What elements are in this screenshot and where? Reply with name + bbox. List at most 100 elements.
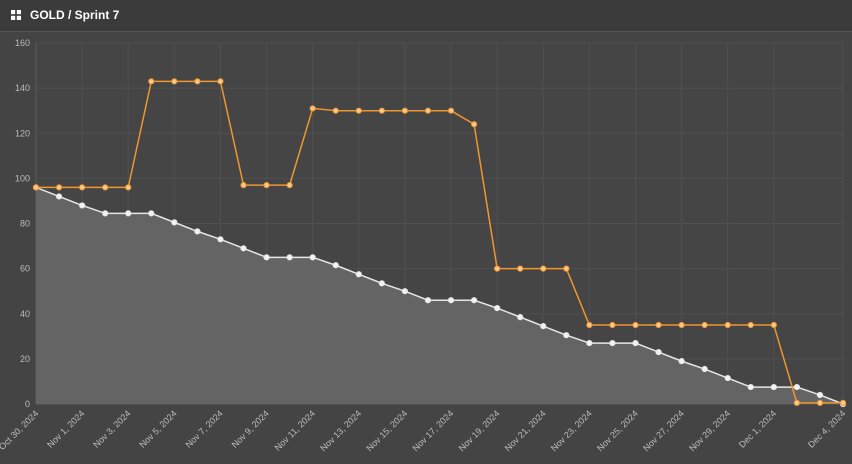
- y-tick-label: 0: [25, 399, 30, 409]
- y-tick-label: 60: [20, 264, 30, 274]
- data-point[interactable]: [125, 184, 132, 191]
- y-tick-label: 20: [20, 354, 30, 364]
- data-point[interactable]: [724, 321, 731, 329]
- data-point[interactable]: [655, 321, 662, 329]
- data-point[interactable]: [540, 265, 547, 272]
- data-point[interactable]: [240, 245, 247, 252]
- data-point[interactable]: [747, 383, 754, 391]
- data-point[interactable]: [447, 297, 455, 304]
- x-tick-label: Nov 15, 2024: [364, 408, 409, 453]
- data-point[interactable]: [355, 107, 362, 114]
- x-tick-label: Nov 17, 2024: [411, 408, 456, 453]
- x-tick-label: Nov 27, 2024: [641, 408, 686, 453]
- data-point[interactable]: [194, 228, 201, 235]
- data-point[interactable]: [470, 297, 478, 304]
- data-point[interactable]: [55, 193, 63, 200]
- data-point[interactable]: [563, 332, 570, 339]
- data-point[interactable]: [286, 182, 293, 189]
- y-tick-label: 140: [15, 83, 30, 93]
- data-point[interactable]: [309, 254, 316, 261]
- data-point[interactable]: [217, 236, 224, 243]
- data-point[interactable]: [332, 262, 339, 269]
- data-point[interactable]: [148, 210, 155, 217]
- burndown-chart: 0 20 40 60 80 100 120 140 160 Oct 30, 2024 Nov 1, …: [0, 38, 847, 453]
- data-point[interactable]: [378, 107, 385, 114]
- data-point[interactable]: [701, 321, 708, 329]
- x-tick-label: Nov 13, 2024: [318, 408, 363, 453]
- data-point[interactable]: [793, 383, 800, 391]
- data-point[interactable]: [540, 323, 547, 330]
- y-tick-label: 80: [20, 219, 30, 229]
- data-point[interactable]: [494, 305, 501, 312]
- x-tick-label: Nov 7, 2024: [183, 408, 224, 449]
- data-point[interactable]: [125, 210, 132, 217]
- data-point[interactable]: [747, 321, 754, 329]
- data-point[interactable]: [240, 182, 247, 189]
- data-point[interactable]: [378, 280, 385, 287]
- data-point[interactable]: [171, 219, 178, 226]
- data-point[interactable]: [678, 358, 685, 365]
- data-point[interactable]: [55, 184, 63, 191]
- data-point[interactable]: [586, 339, 593, 347]
- x-tick-label: Nov 25, 2024: [595, 408, 640, 453]
- data-point[interactable]: [401, 288, 409, 295]
- data-point[interactable]: [517, 314, 524, 321]
- data-point[interactable]: [79, 202, 86, 209]
- series-line: [35, 186, 844, 405]
- data-point[interactable]: [332, 107, 339, 114]
- data-point[interactable]: [263, 254, 270, 261]
- data-point[interactable]: [563, 265, 570, 272]
- data-point[interactable]: [770, 321, 777, 329]
- data-point[interactable]: [793, 399, 800, 406]
- x-tick-label: Nov 19, 2024: [457, 408, 502, 453]
- y-tick-label: 40: [20, 309, 30, 319]
- panel-title: GOLD / Sprint 7: [30, 8, 120, 22]
- data-point[interactable]: [32, 184, 40, 191]
- data-point[interactable]: [102, 210, 109, 217]
- data-point[interactable]: [816, 399, 824, 406]
- data-point[interactable]: [724, 374, 731, 382]
- data-point[interactable]: [79, 184, 86, 191]
- y-tick-label: 100: [15, 173, 30, 183]
- data-point[interactable]: [286, 254, 293, 261]
- x-tick-label: Nov 3, 2024: [91, 408, 132, 449]
- y-tick-label: 120: [15, 128, 30, 138]
- x-tick-label: Nov 5, 2024: [137, 408, 178, 449]
- data-point[interactable]: [309, 105, 316, 112]
- x-tick-label: Oct 30, 2024: [0, 408, 40, 452]
- data-point[interactable]: [102, 184, 109, 191]
- data-point[interactable]: [655, 349, 662, 356]
- data-point[interactable]: [678, 321, 685, 329]
- x-tick-label: Dec 1, 2024: [737, 408, 778, 449]
- data-point[interactable]: [816, 391, 824, 399]
- data-point[interactable]: [609, 321, 616, 329]
- x-tick-label: Nov 11, 2024: [273, 408, 317, 452]
- data-point[interactable]: [586, 321, 593, 329]
- data-point[interactable]: [470, 121, 478, 128]
- data-point[interactable]: [263, 182, 270, 189]
- data-point[interactable]: [424, 297, 432, 304]
- series-line: [36, 80, 843, 404]
- data-point[interactable]: [517, 265, 524, 272]
- x-tick-label: Nov 29, 2024: [687, 408, 732, 453]
- data-point[interactable]: [171, 78, 178, 85]
- data-point[interactable]: [609, 339, 616, 347]
- x-tick-label: Nov 21, 2024: [503, 408, 548, 453]
- data-point[interactable]: [401, 107, 409, 114]
- data-point[interactable]: [632, 321, 639, 329]
- grid-icon: [11, 10, 21, 20]
- data-point[interactable]: [148, 78, 155, 85]
- data-point[interactable]: [447, 107, 455, 114]
- data-point[interactable]: [217, 78, 224, 85]
- data-point[interactable]: [632, 339, 639, 347]
- data-point[interactable]: [839, 399, 847, 406]
- data-point[interactable]: [194, 78, 201, 85]
- data-point[interactable]: [701, 365, 708, 373]
- data-point[interactable]: [494, 265, 501, 272]
- x-tick-label: Nov 23, 2024: [549, 408, 594, 453]
- data-point[interactable]: [424, 107, 432, 114]
- data-point[interactable]: [355, 271, 362, 278]
- series-area: [36, 187, 843, 404]
- data-point[interactable]: [770, 383, 777, 391]
- x-tick-label: Dec 4, 2024: [806, 408, 847, 449]
